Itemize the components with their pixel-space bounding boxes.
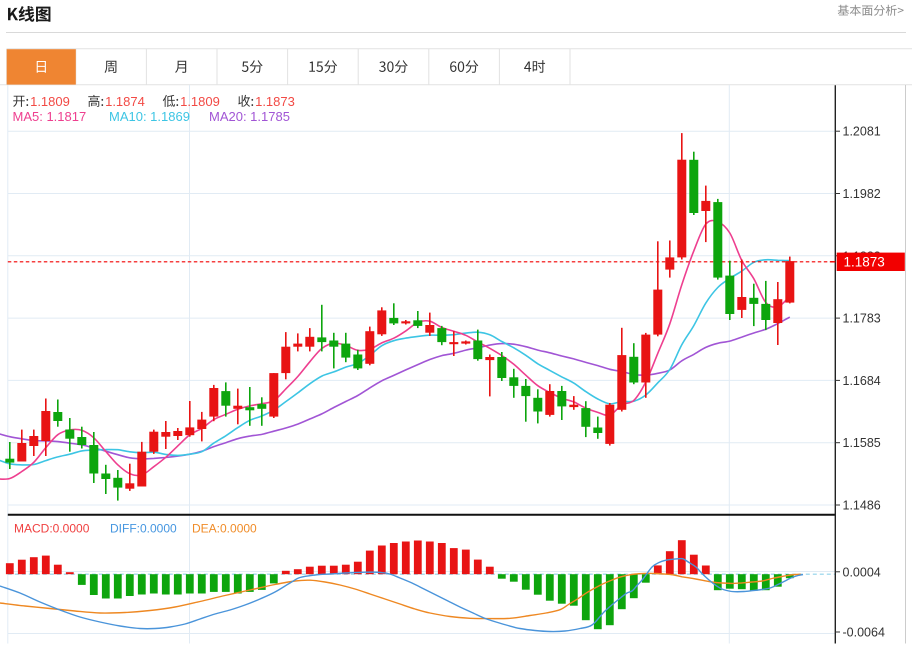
svg-text:1.1873: 1.1873 bbox=[255, 94, 295, 109]
svg-text:1.1809: 1.1809 bbox=[30, 94, 70, 109]
svg-text:MA5: 1.1817: MA5: 1.1817 bbox=[13, 109, 87, 124]
svg-text:MACD:0.0000: MACD:0.0000 bbox=[14, 522, 90, 536]
svg-text:1.1783: 1.1783 bbox=[843, 312, 881, 326]
svg-text:-0.0064: -0.0064 bbox=[843, 626, 885, 640]
svg-text:1.1585: 1.1585 bbox=[843, 436, 881, 450]
svg-text:1.1684: 1.1684 bbox=[843, 374, 881, 388]
svg-text:1.1873: 1.1873 bbox=[844, 255, 885, 270]
svg-text:DEA:0.0000: DEA:0.0000 bbox=[192, 522, 257, 536]
svg-text:1.1982: 1.1982 bbox=[843, 187, 881, 201]
svg-text:MA20: 1.1785: MA20: 1.1785 bbox=[209, 109, 290, 124]
svg-text:DIFF:0.0000: DIFF:0.0000 bbox=[110, 522, 177, 536]
svg-text:1.1809: 1.1809 bbox=[180, 94, 220, 109]
svg-text:1.1874: 1.1874 bbox=[105, 94, 145, 109]
svg-text:1.2081: 1.2081 bbox=[843, 125, 881, 139]
svg-text:MA10: 1.1869: MA10: 1.1869 bbox=[109, 109, 190, 124]
svg-text:0.0004: 0.0004 bbox=[843, 565, 881, 579]
svg-text:1.1486: 1.1486 bbox=[843, 499, 881, 513]
